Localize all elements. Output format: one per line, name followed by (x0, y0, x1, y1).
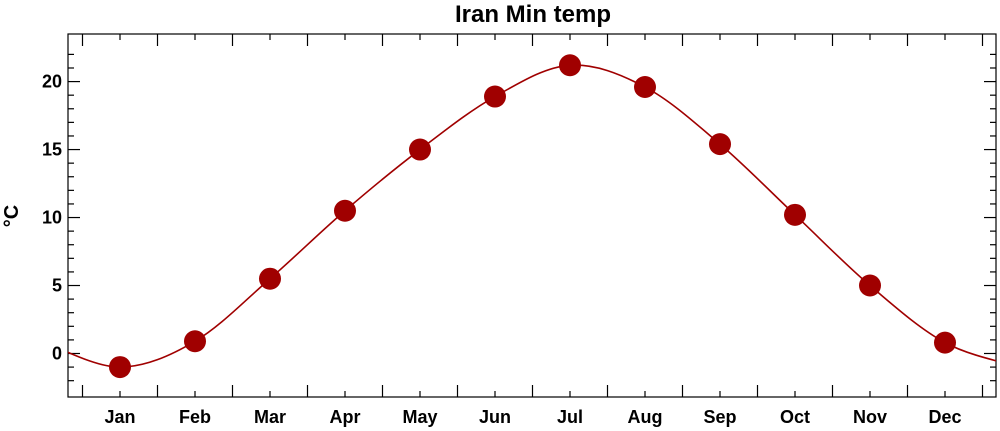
data-point (184, 330, 206, 353)
y-tick-label: 5 (52, 276, 62, 296)
y-axis-label: °C (1, 205, 23, 227)
series-layer (68, 54, 996, 379)
x-tick-label: Dec (928, 407, 961, 427)
data-point (559, 54, 581, 77)
chart-title: Iran Min temp (455, 1, 611, 28)
x-tick-label: Jun (479, 407, 511, 427)
data-point (259, 267, 281, 290)
axes: 0 5 10 15 20 Jan Feb Mar Apr May Jun Jul Aug Sep Oct No… (42, 33, 997, 427)
x-tick-label: Feb (179, 407, 211, 427)
x-tick-label: Sep (703, 407, 736, 427)
x-tick-label: Nov (853, 407, 887, 427)
x-tick-label: Apr (330, 407, 361, 427)
series-line (68, 64, 996, 368)
data-point (634, 76, 656, 99)
y-tick-label: 0 (52, 343, 62, 363)
y-tick-label: 10 (42, 208, 62, 228)
x-tick-label: Aug (628, 407, 663, 427)
data-point (409, 138, 431, 161)
x-tick-label: May (402, 407, 437, 427)
x-tick-label: Jan (104, 407, 135, 427)
x-tick-label: Jul (557, 407, 583, 427)
x-tick-label: Mar (254, 407, 286, 427)
data-point (934, 331, 956, 354)
y-tick-label: 20 (42, 72, 62, 92)
x-tick-label: Oct (780, 407, 810, 427)
data-point (709, 133, 731, 156)
data-point (109, 356, 131, 379)
data-point (334, 199, 356, 222)
y-tick-label: 15 (42, 140, 62, 160)
data-point (859, 274, 881, 297)
data-point (484, 85, 506, 108)
data-point (784, 203, 806, 226)
plot-frame (67, 33, 997, 398)
